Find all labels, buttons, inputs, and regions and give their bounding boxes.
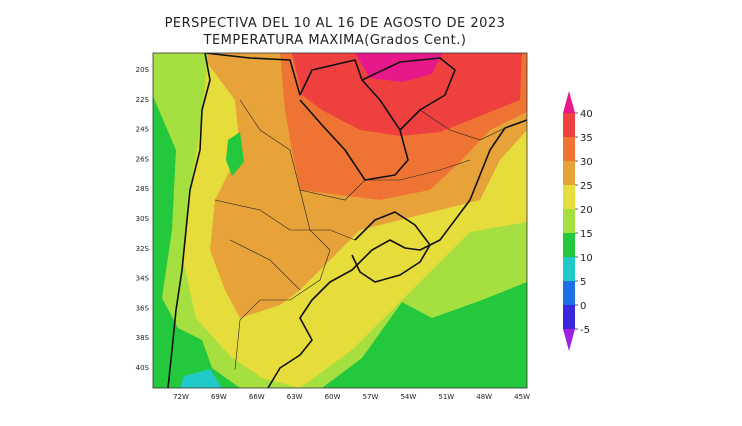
colorbar-segment xyxy=(563,137,575,161)
longitude-label: 51W xyxy=(438,393,454,401)
province-lines xyxy=(234,99,331,371)
colorbar-label: 0 xyxy=(580,301,586,312)
latitude-label: 30S xyxy=(136,215,150,223)
colorbar-segment xyxy=(563,305,575,329)
longitude-label: 60W xyxy=(325,393,341,401)
longitude-label: 45W xyxy=(514,393,530,401)
paraguay-border xyxy=(299,59,409,181)
longitude-label: 66W xyxy=(249,393,265,401)
latitude-label: 24S xyxy=(136,126,150,134)
latitude-label: 34S xyxy=(136,275,150,283)
map-title: PERSPECTIVA DEL 10 AL 16 DE AGOSTO DE 20… xyxy=(165,16,506,31)
latitude-label: 28S xyxy=(136,185,150,193)
province-lines xyxy=(419,109,506,141)
province-lines xyxy=(299,159,471,201)
latitude-label: 20S xyxy=(136,66,150,74)
zone-10-15-west xyxy=(153,96,240,388)
longitude-label: 63W xyxy=(287,393,303,401)
latitude-label: 38S xyxy=(136,334,150,342)
longitude-label: 48W xyxy=(476,393,492,401)
colorbar-segment xyxy=(563,281,575,305)
andes-border xyxy=(167,53,211,388)
colorbar-segment xyxy=(563,233,575,257)
longitude-label: 72W xyxy=(173,393,189,401)
latitude-label: 32S xyxy=(136,245,150,253)
bolivia-border xyxy=(204,53,301,96)
colorbar-label: -5 xyxy=(580,325,590,336)
colorbar-label: 25 xyxy=(580,181,593,192)
coastline xyxy=(267,119,527,388)
colorbar-label: 15 xyxy=(580,229,593,240)
colorbar-label: 20 xyxy=(580,205,593,216)
colorbar-label: 10 xyxy=(580,253,593,264)
latitude-label: 26S xyxy=(136,155,150,163)
colorbar-label: 5 xyxy=(580,277,586,288)
province-lines xyxy=(214,199,356,241)
map-subtitle: TEMPERATURA MAXIMA(Grados Cent.) xyxy=(203,33,467,48)
colorbar-label: 40 xyxy=(580,109,593,120)
longitude-label: 57W xyxy=(363,393,379,401)
colorbar-segment xyxy=(563,209,575,233)
zone-10-15-east xyxy=(322,282,527,388)
province-lines xyxy=(229,239,301,291)
colorbar-label: 35 xyxy=(580,133,593,144)
colorbar-segment xyxy=(563,185,575,209)
colorbar-segment xyxy=(563,257,575,281)
temperature-field xyxy=(153,53,527,388)
latitude-label: 22S xyxy=(136,96,150,104)
zone-10-15-ridge xyxy=(226,132,244,176)
zone-15-20-west xyxy=(153,53,300,388)
colorbar-label: 30 xyxy=(580,157,593,168)
colorbar-top-arrow xyxy=(563,91,575,113)
colorbar-segment xyxy=(563,161,575,185)
latitude-label: 36S xyxy=(136,304,150,312)
latitude-label: 40S xyxy=(136,364,150,372)
map-frame xyxy=(152,52,528,389)
longitude-label: 69W xyxy=(211,393,227,401)
colorbar-segment xyxy=(563,113,575,137)
longitude-label: 54W xyxy=(400,393,416,401)
zone-35-40 xyxy=(292,53,522,136)
zone-5-10 xyxy=(180,369,222,388)
colorbar-bottom-arrow xyxy=(563,329,575,351)
uruguay-border xyxy=(351,211,431,283)
